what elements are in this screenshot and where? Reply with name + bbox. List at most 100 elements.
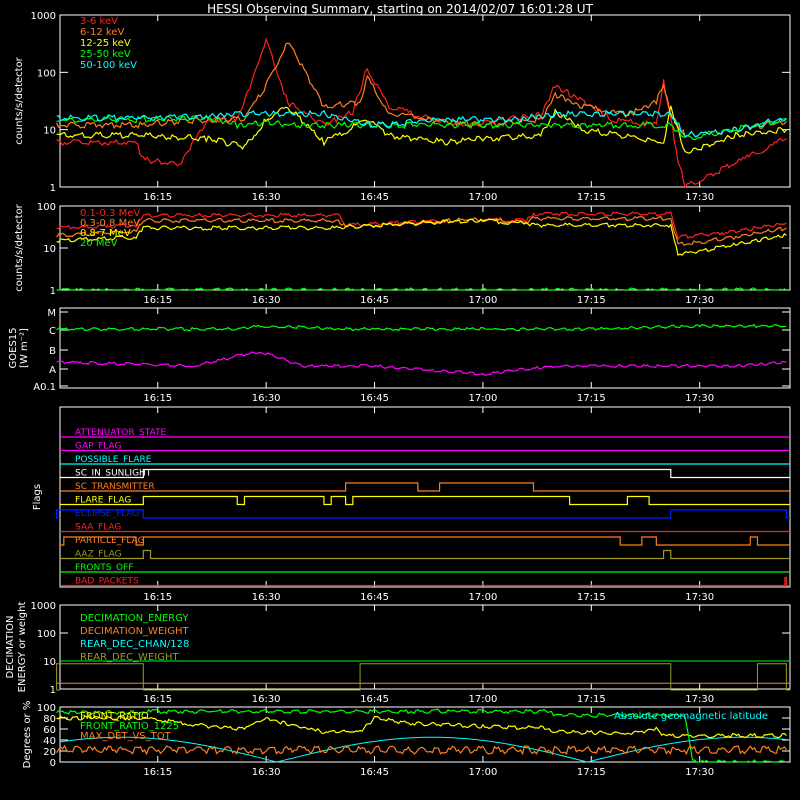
flag-trace [60,549,790,560]
x-tick-label: 16:30 [252,767,281,778]
series-20-mev [56,287,787,291]
y-axis-label: counts/s/detector [14,56,25,144]
legend-entry: 50-100 keV [80,60,137,71]
flag-label: GAP_FLAG [75,442,121,452]
x-tick-label: 17:00 [468,592,497,603]
y-tick-label: 1000 [31,601,56,612]
y-tick-label: 1 [50,286,56,297]
x-tick-label: 17:30 [685,393,714,404]
y-tick-label: C [49,326,56,337]
y-tick-label: 80 [43,714,56,725]
annotation: Absolute geomagnetic latitude [614,711,768,722]
chart-title: HESSI Observing Summary, starting on 201… [207,2,593,16]
x-tick-label: 17:15 [577,592,606,603]
legend-entry: 0.8-7 MeV [80,228,131,239]
legend-entry: 20 MeV [80,238,118,249]
series-3-6-kev [56,37,787,189]
flag-label: BAD_PACKETS [75,577,139,587]
flag-label: POSSIBLE_FLARE [75,455,152,465]
panel-2: 16:15 16:30 16:45 17:00 17:15 17:30 1 10 100 coun… [14,202,791,306]
panel-frame [59,706,791,763]
x-tick-label: 16:30 [252,295,281,306]
x-tick-label: 16:30 [252,592,281,603]
x-tick-label: 16:15 [143,295,172,306]
y-axis-label: DECIMATION [5,615,16,678]
x-tick-label: 17:00 [468,393,497,404]
x-tick-label: 17:00 [468,694,497,705]
flag-trace [56,509,790,519]
x-tick-label: 16:30 [252,694,281,705]
series-front-ratio-1225 [56,708,787,763]
flag-label: ECLIPSE_FLAG [75,509,139,519]
x-tick-label: 17:00 [468,767,497,778]
y-tick-label: 1 [50,183,56,194]
legend-entry: 0.1-0.3 MeV [80,208,140,219]
legend-entry: 3-6 keV [80,16,118,27]
x-tick-label: 17:15 [577,393,606,404]
legend-entry: DECIMATION_WEIGHT [80,626,189,637]
y-tick-label: 0 [50,758,56,769]
x-tick-label: 17:15 [577,295,606,306]
x-tick-label: 17:30 [685,295,714,306]
y-tick-label: B [49,346,56,357]
y-tick-label: 60 [43,725,56,736]
x-tick-label: 16:45 [360,393,389,404]
y-tick-label: 40 [43,736,56,747]
y-tick-label: M [47,308,56,319]
x-tick-label: 17:30 [685,694,714,705]
x-tick-label: 16:45 [360,694,389,705]
y-axis-label: Degrees or % [22,701,33,769]
panel-frame [59,307,791,389]
x-tick-label: 16:45 [360,767,389,778]
x-tick-label: 17:00 [468,295,497,306]
panel-frame [59,604,791,690]
x-tick-label: 17:00 [468,192,497,203]
x-tick-label: 17:30 [685,592,714,603]
legend-entry: 0.3-0.8 MeV [80,218,140,229]
series-goes-short [56,351,787,376]
flag-label: SAA_FLAG [75,523,121,533]
panel-5: 16:15 16:30 16:45 17:00 17:15 17:30 1 10 100 1000… [5,601,791,705]
legend-entry: FRONT_RATIO_1225 [80,721,179,732]
series-0-3-0-8-mev [56,215,787,247]
x-tick-label: 16:15 [143,192,172,203]
series-12-25-kev [56,105,787,154]
flag-label: PARTICLE_FLAG [75,536,145,546]
y-tick-label: 10 [43,657,56,668]
legend-entry: DECIMATION_ENERGY [80,613,189,624]
y-tick-label: 100 [37,703,56,714]
panel-6: 16:15 16:30 16:45 17:00 17:15 17:30 0204060801… [22,701,791,778]
panel-frame [59,205,791,291]
series-0-8-7-mev [56,218,787,256]
series-absolute-geomagnetic-latitude [59,736,791,763]
legend-entry: FRONT_RATIO [80,711,149,722]
flag-trace [60,536,790,546]
panel-frame [59,406,791,588]
x-tick-label: 16:45 [360,192,389,203]
y-tick-label: 10 [43,244,56,255]
x-tick-label: 16:15 [143,393,172,404]
y-axis-label: GOES15 [8,327,19,368]
series-max-det-vs-tot [56,744,787,756]
x-tick-label: 16:45 [360,592,389,603]
series-50-100-kev [56,109,787,138]
y-tick-label: A [49,365,56,376]
x-tick-label: 17:30 [685,192,714,203]
y-tick-label: 1 [50,685,56,696]
legend-entry: 25-50 keV [80,49,131,60]
series-6-12-kev [56,42,787,139]
rear-dec-weight [56,663,790,691]
flag-label: SC_IN_SUNLIGHT [75,469,152,479]
series-goes-long [56,323,787,332]
x-tick-label: 16:45 [360,295,389,306]
y-tick-label: 100 [37,202,56,213]
panels: 16:15 16:30 16:45 17:00 17:15 17:301101001000… [5,11,791,778]
legend-entry: 12-25 keV [80,38,131,49]
series-0-1-0-3-mev [56,211,787,240]
flag-trace [60,495,790,506]
x-tick-label: 17:15 [577,767,606,778]
flag-label: ATTENUATOR_STATE [75,428,167,438]
flag-label: AAZ_FLAG [75,550,122,560]
x-tick-label: 16:30 [252,192,281,203]
